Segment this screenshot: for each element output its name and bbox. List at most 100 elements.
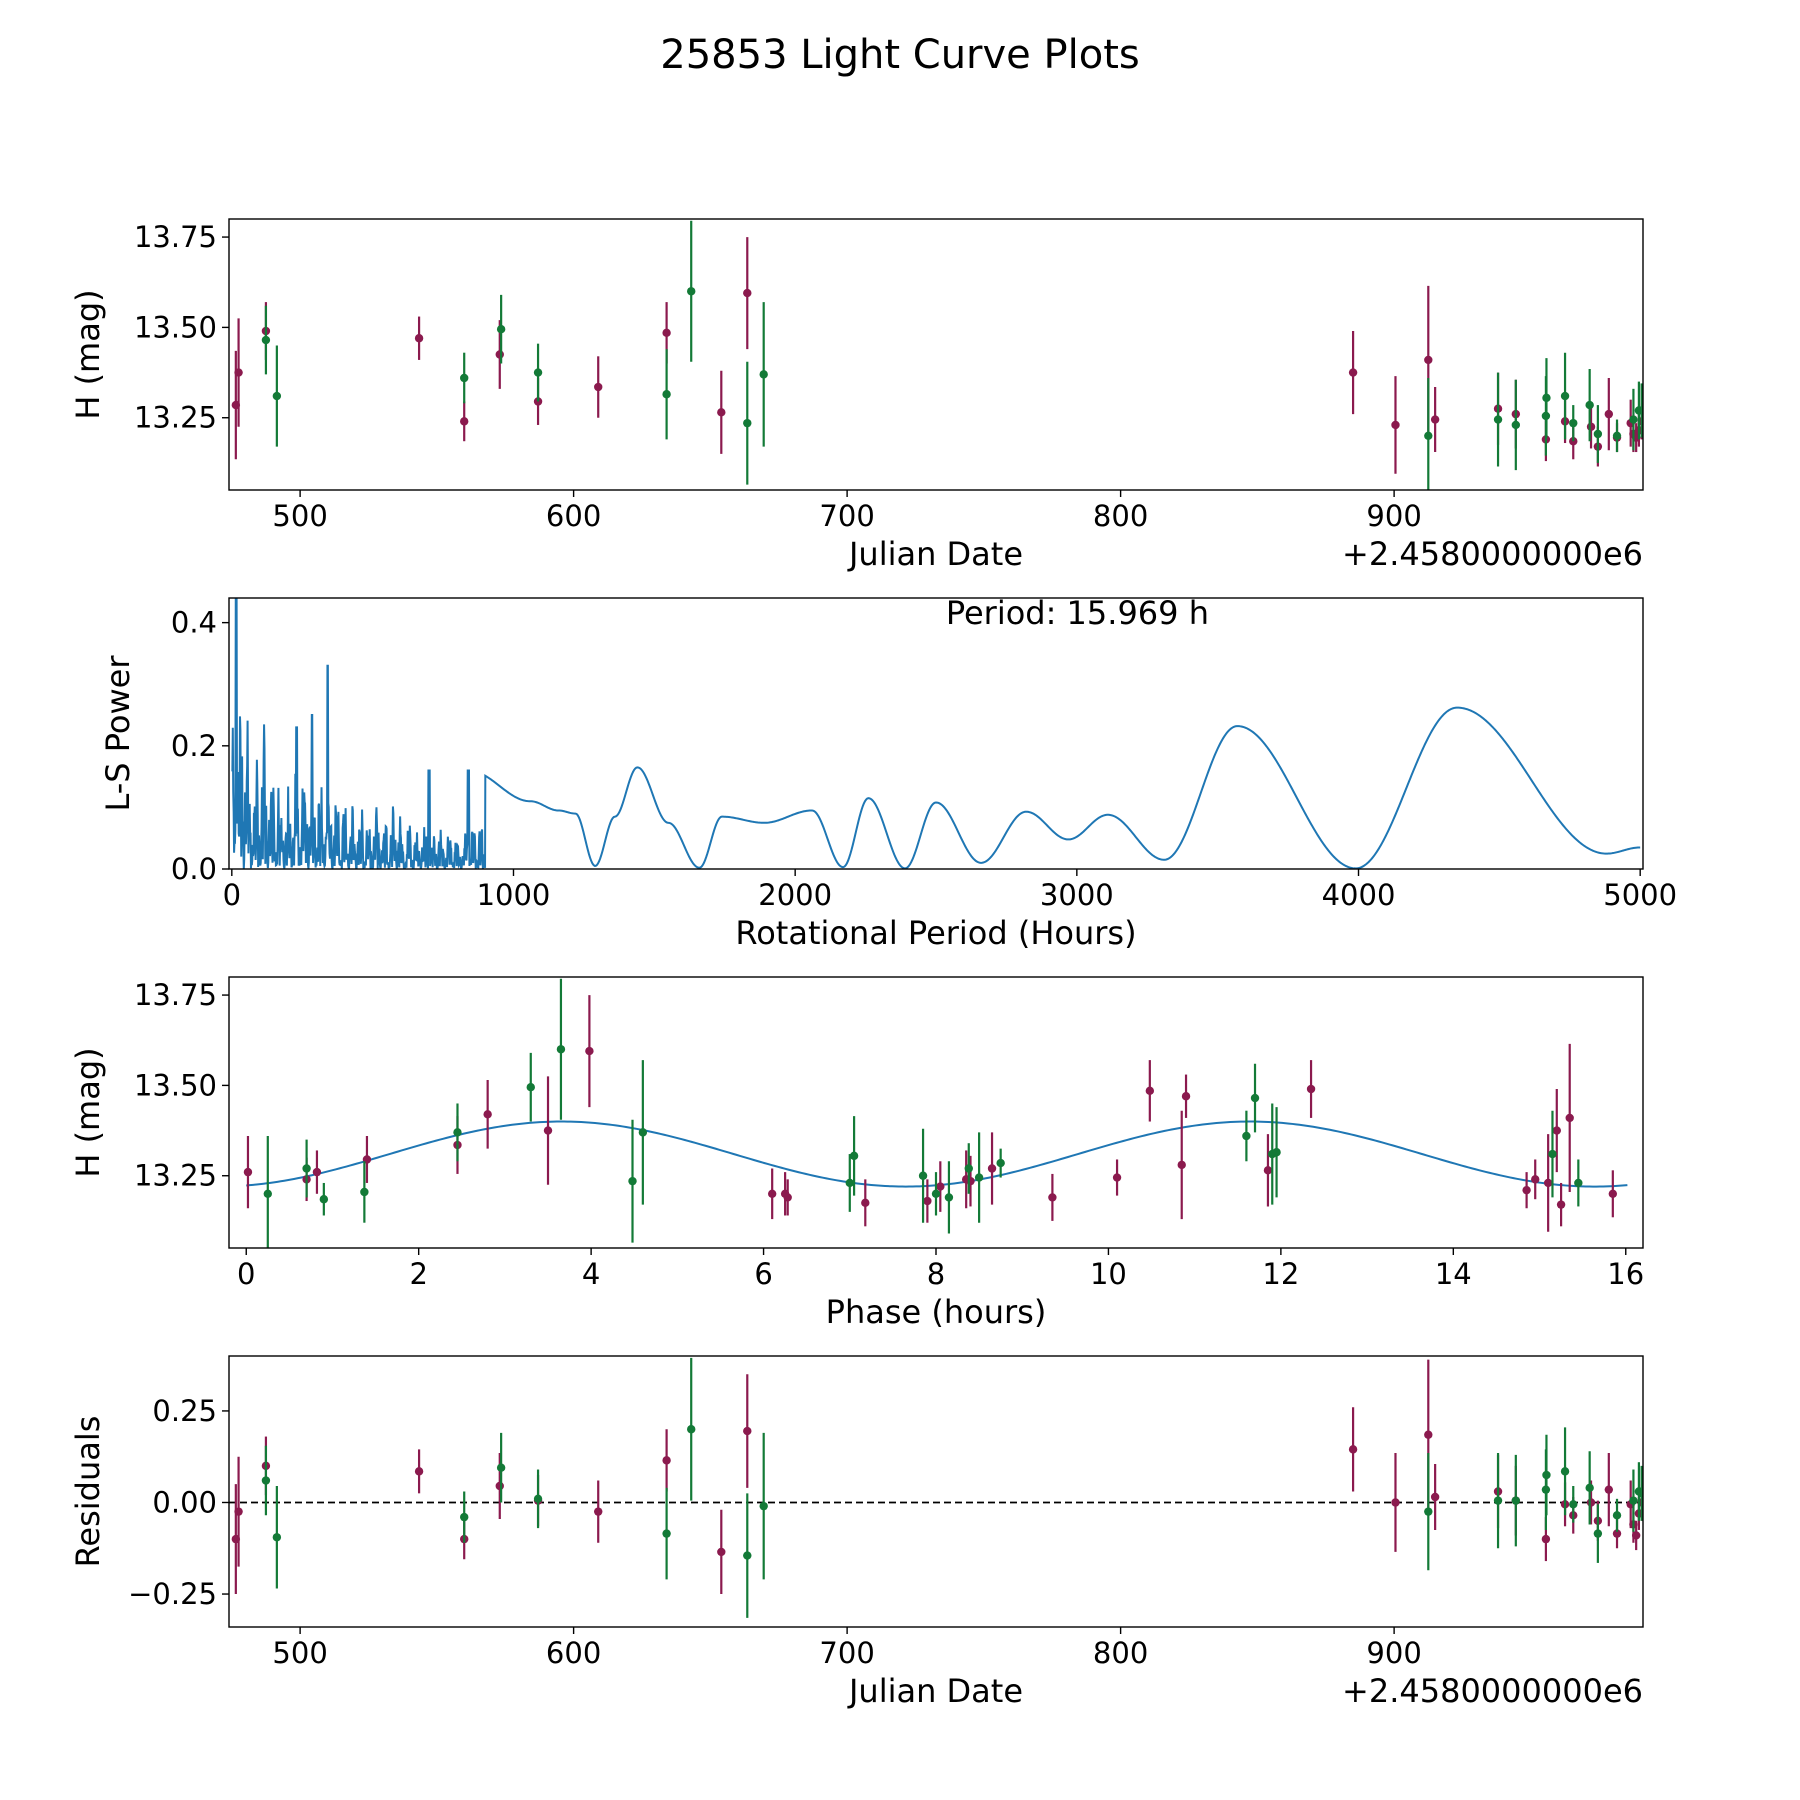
data-point [1569, 1500, 1578, 1509]
data-point [1541, 1534, 1551, 1544]
data-point [717, 1547, 726, 1557]
data-point [662, 390, 671, 399]
data-point [759, 1501, 768, 1511]
x-tick-label: 5000 [1603, 878, 1677, 912]
axes-frame [228, 597, 1644, 870]
data-point [987, 1164, 997, 1173]
data-point [1531, 1175, 1540, 1184]
data-point [1542, 393, 1551, 403]
x-tick-label: 600 [546, 499, 601, 533]
data-point [1424, 431, 1433, 440]
y-axis-label: H (mag) [69, 289, 107, 419]
data-point [1631, 1531, 1641, 1540]
y-axis-label: L-S Power [99, 655, 137, 812]
data-point [1637, 406, 1643, 415]
data-point [1556, 1200, 1566, 1209]
panel-lightcurve: 500 600 700 800 900 13.25 13.50 13.75 Julian Dat… [69, 218, 1644, 573]
data-point [1391, 420, 1400, 430]
y-tick-label: 13.50 [134, 310, 217, 344]
data-point [1250, 1093, 1260, 1103]
data-point [1612, 1529, 1622, 1538]
x-tick-label: 900 [1366, 1636, 1421, 1670]
data-point [234, 368, 243, 377]
data-point [1430, 1492, 1440, 1502]
data-point [414, 1467, 424, 1476]
x-axis-label: Rotational Period (Hours) [735, 914, 1136, 952]
data-point [944, 1193, 954, 1202]
x-offset-label: +2.4580000000e6 [1342, 1672, 1643, 1710]
data-point [662, 1529, 671, 1538]
x-tick-label: 2 [409, 1257, 427, 1291]
axes-frame [228, 1355, 1644, 1628]
data-point [243, 1167, 253, 1177]
x-tick-label: 4 [582, 1257, 600, 1291]
data-point [1604, 409, 1614, 419]
data-point [1242, 1131, 1251, 1141]
series-magenta [243, 995, 1618, 1232]
data-point [717, 408, 726, 417]
data-point [1629, 1496, 1638, 1505]
data-point [996, 1158, 1005, 1168]
data-point [1593, 1529, 1603, 1538]
panel-phased: 0 2 4 6 8 10 12 14 16 13.25 13.50 13.75 Phase (hours… [69, 976, 1644, 1331]
data-point [1543, 1178, 1553, 1188]
data-point [496, 325, 506, 334]
data-point [234, 1507, 243, 1516]
x-axis-label: Phase (hours) [826, 1293, 1047, 1331]
data-point [594, 1507, 603, 1516]
data-point [460, 417, 469, 426]
data-point [483, 1110, 492, 1119]
data-point [964, 1164, 973, 1173]
data-point [1574, 1178, 1583, 1188]
data-point [1629, 415, 1638, 424]
data-point [1586, 422, 1596, 431]
plot-area [229, 1357, 1643, 1618]
x-axis-label: Julian Date [847, 535, 1023, 573]
x-tick-label: 900 [1366, 499, 1421, 533]
data-point [743, 1551, 752, 1560]
x-tick-label: 10 [1090, 1257, 1127, 1291]
x-tick-label: 3000 [1040, 878, 1114, 912]
y-axis-label: Residuals [69, 1416, 107, 1568]
y-axis-label: H (mag) [69, 1047, 107, 1177]
data-point [263, 1189, 272, 1199]
data-point [453, 1128, 462, 1137]
data-point [1593, 429, 1603, 439]
data-point [936, 1182, 945, 1191]
x-tick-label: 800 [1093, 1636, 1148, 1670]
x-tick-label: 8 [927, 1257, 945, 1291]
data-point [1263, 1166, 1273, 1175]
data-point [783, 1193, 792, 1202]
data-point [272, 1533, 282, 1542]
data-point [743, 418, 752, 428]
data-point [1306, 1084, 1316, 1094]
data-point [918, 1171, 928, 1180]
x-tick-label: 700 [819, 1636, 874, 1670]
data-point [1348, 368, 1358, 377]
x-tick-label: 0 [223, 878, 241, 912]
data-point [931, 1189, 941, 1199]
data-point [743, 288, 752, 298]
x-tick-label: 700 [819, 499, 874, 533]
data-point [556, 1045, 566, 1054]
data-point [302, 1164, 311, 1173]
data-point [1612, 1511, 1622, 1520]
series-green [261, 1357, 1643, 1618]
y-tick-label: 13.50 [134, 1068, 217, 1102]
data-point [1569, 418, 1578, 428]
data-point [272, 391, 282, 401]
data-point [628, 1176, 637, 1186]
data-point [845, 1178, 854, 1188]
x-tick-label: 800 [1093, 499, 1148, 533]
data-point [261, 1476, 271, 1485]
x-tick-label: 16 [1607, 1257, 1644, 1291]
y-tick-label: 13.75 [134, 978, 217, 1012]
data-point [638, 1128, 648, 1137]
data-point [1424, 355, 1433, 365]
plot-area [243, 978, 1628, 1248]
x-tick-label: 4000 [1322, 878, 1396, 912]
x-axis-label: Julian Date [847, 1672, 1023, 1710]
data-point [1145, 1086, 1155, 1096]
series-green [263, 978, 1583, 1248]
